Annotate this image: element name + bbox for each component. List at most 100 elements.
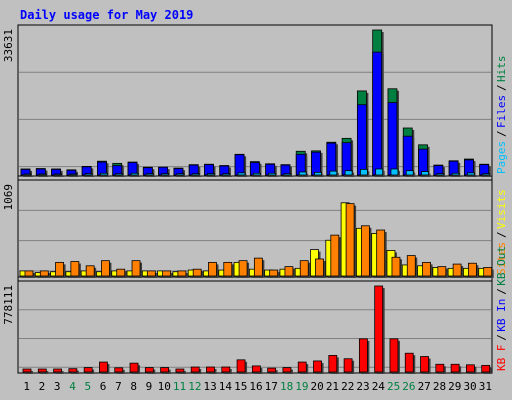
- bar-kbf: [466, 364, 475, 373]
- bar-pages: [84, 173, 93, 176]
- x-tick-label: 24: [372, 380, 386, 393]
- bar-sites: [55, 261, 64, 277]
- x-tick-label: 7: [115, 380, 122, 393]
- bar-pages-shadow: [484, 175, 492, 177]
- x-tick-label: 3: [54, 380, 61, 393]
- x-tick-label: 14: [219, 380, 233, 393]
- legend-separator: /: [495, 231, 508, 238]
- y-max-label: 1069: [2, 184, 15, 211]
- bar-kbf-shadow: [177, 371, 186, 374]
- x-tick-label: 6: [100, 380, 107, 393]
- bar-pages-shadow: [240, 174, 248, 177]
- bar-sites: [39, 270, 49, 277]
- bar-pages-shadow: [194, 175, 202, 177]
- bar-sites: [391, 256, 401, 277]
- bar-pages-shadow: [209, 175, 217, 177]
- bar-pages-shadow: [71, 176, 79, 177]
- bar-kbf: [37, 368, 47, 373]
- x-tick-label: 30: [463, 380, 476, 393]
- x-tick-label: 15: [234, 380, 247, 393]
- bar-pages: [237, 172, 246, 176]
- bar-pages: [467, 172, 475, 176]
- bar-pages-shadow: [224, 175, 232, 177]
- bar-kbf: [313, 360, 322, 373]
- x-tick-label: 23: [356, 380, 369, 393]
- bar-kbf: [68, 368, 78, 373]
- bar-kbf: [297, 361, 307, 373]
- bar-pages: [482, 173, 491, 176]
- bar-files: [311, 151, 321, 176]
- bar-sites: [406, 255, 416, 277]
- legend-separator: /: [495, 84, 508, 91]
- bar-pages-shadow: [87, 175, 95, 177]
- chart-panels: 33631Pages/Files/Hits1069Sites/Visits778…: [2, 24, 508, 393]
- legend-separator: /: [495, 288, 508, 295]
- legend-kb-out: KB Out: [495, 246, 508, 286]
- bar-kbf: [282, 367, 292, 373]
- legend-sites: Sites: [495, 242, 508, 275]
- bar-pages: [298, 171, 307, 176]
- bar-pages: [100, 172, 108, 176]
- bar-kbf: [343, 358, 353, 373]
- bar-kbf: [22, 368, 32, 373]
- bar-kbf: [389, 338, 399, 373]
- bar-kbf: [358, 338, 368, 373]
- bar-sites: [284, 266, 294, 277]
- x-tick-label: 18: [280, 380, 293, 393]
- bar-kbf: [221, 366, 231, 373]
- bar-pages-shadow: [438, 175, 446, 177]
- x-tick-label: 28: [433, 380, 446, 393]
- bar-files: [387, 102, 398, 176]
- x-tick-label: 8: [130, 380, 137, 393]
- bar-kbf: [175, 368, 185, 373]
- bar-pages: [268, 172, 277, 176]
- bar-kbf: [328, 355, 338, 373]
- bar-pages-shadow: [178, 175, 186, 177]
- bar-sites: [376, 229, 386, 277]
- bar-pages-shadow: [285, 175, 293, 177]
- bar-kbf: [160, 367, 170, 373]
- bar-kbf: [420, 356, 429, 373]
- bar-pages-shadow: [148, 175, 156, 177]
- bar-kbf: [251, 365, 261, 373]
- bar-pages: [329, 170, 338, 176]
- bar-kbf: [267, 367, 277, 373]
- bar-pages: [23, 173, 32, 176]
- x-tick-label: 1: [23, 380, 30, 393]
- bar-pages-shadow: [270, 175, 278, 177]
- x-tick-label: 9: [146, 380, 153, 393]
- bar-sites: [345, 203, 355, 277]
- y-max-label: 778111: [2, 285, 15, 325]
- x-tick-label: 12: [188, 380, 201, 393]
- bar-sites: [116, 268, 126, 277]
- x-tick-label: 19: [295, 380, 308, 393]
- bar-sites: [360, 225, 370, 277]
- bar-pages-shadow: [454, 175, 462, 177]
- legend-files: Files: [495, 95, 508, 128]
- bar-pages: [145, 173, 154, 176]
- x-tick-label: 25: [387, 380, 400, 393]
- bar-pages: [222, 173, 231, 176]
- legend-kb-in: KB In: [495, 299, 508, 332]
- x-tick-label: 11: [173, 380, 186, 393]
- bar-sites: [85, 265, 95, 277]
- bar-sites: [468, 262, 477, 277]
- bar-kbf: [144, 367, 154, 373]
- y-max-label: 33631: [2, 29, 15, 62]
- x-tick-label: 10: [158, 380, 171, 393]
- legend-separator: /: [495, 334, 508, 341]
- x-tick-label: 21: [326, 380, 339, 393]
- x-tick-label: 26: [402, 380, 415, 393]
- bar-pages-shadow: [469, 174, 477, 177]
- bar-sites: [269, 269, 279, 277]
- bar-sites: [208, 261, 217, 277]
- legend-kb-f: KB F: [495, 345, 508, 372]
- x-tick-label: 13: [204, 380, 217, 393]
- chart-title: Daily usage for May 2019: [20, 8, 193, 22]
- bar-sites: [131, 260, 141, 277]
- bar-pages-shadow: [133, 175, 141, 177]
- x-tick-label: 20: [311, 380, 324, 393]
- bar-kbf: [206, 366, 215, 373]
- bar-kbf: [450, 363, 460, 373]
